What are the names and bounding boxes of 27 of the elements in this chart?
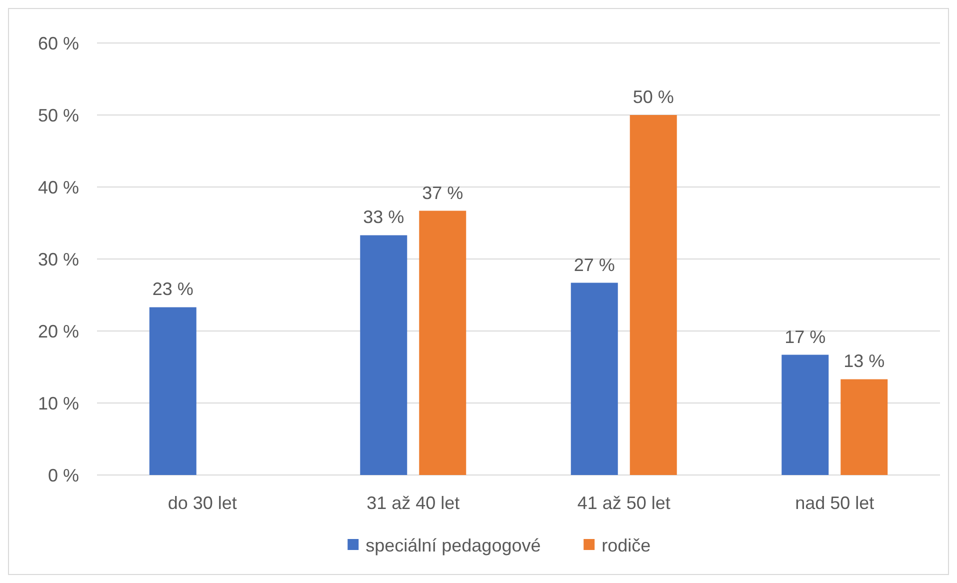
legend-label: rodiče [602, 535, 651, 556]
bar [630, 115, 677, 475]
data-label: 37 % [422, 182, 464, 203]
x-tick-label: 41 až 50 let [577, 493, 670, 513]
data-label: 33 % [363, 207, 404, 228]
y-tick-label: 10 % [38, 393, 79, 414]
y-tick-label: 60 % [38, 33, 79, 54]
x-tick-label: 31 až 40 let [366, 493, 460, 513]
y-tick-label: 20 % [38, 321, 79, 342]
y-tick-label: 40 % [38, 177, 79, 198]
data-label: 13 % [844, 351, 885, 372]
y-tick-label: 0 % [48, 465, 79, 486]
legend-label: speciální pedagogové [366, 535, 541, 556]
bar [419, 210, 466, 475]
x-tick-label: nad 50 let [795, 493, 874, 513]
y-tick-label: 50 % [38, 105, 79, 126]
data-label: 23 % [152, 279, 194, 300]
bar [570, 282, 618, 475]
bar [360, 235, 408, 475]
bar [782, 354, 829, 475]
x-tick-label: do 30 let [168, 493, 237, 513]
bar [149, 307, 196, 475]
bar [840, 379, 888, 475]
y-tick-label: 30 % [38, 249, 79, 270]
data-label: 27 % [574, 254, 615, 275]
data-label: 17 % [784, 326, 826, 347]
data-label: 50 % [632, 87, 674, 107]
